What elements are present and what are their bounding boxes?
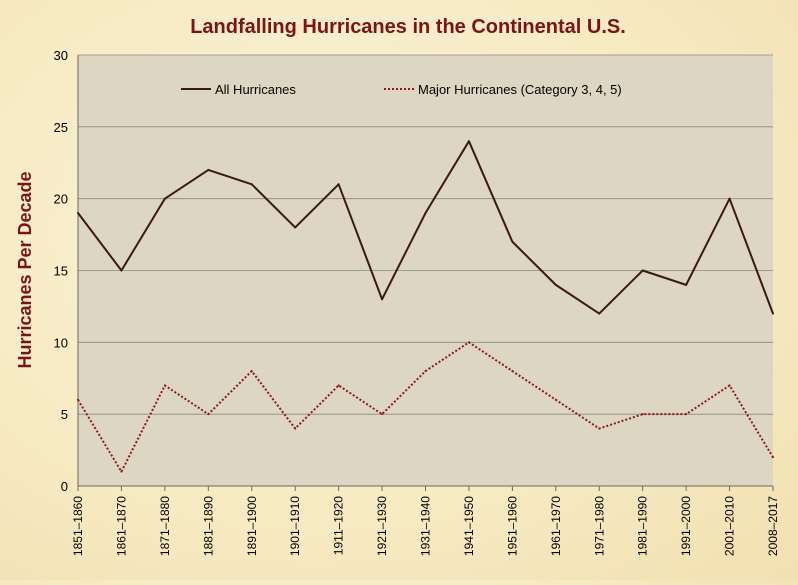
x-tick-label: 1951–1960 <box>505 496 519 556</box>
y-tick-label: 30 <box>54 48 68 63</box>
x-tick-label: 1991–2000 <box>679 496 693 556</box>
data-point-major <box>511 370 514 373</box>
x-tick-label: 1971–1980 <box>592 496 606 556</box>
x-tick-label: 1851–1860 <box>71 496 85 556</box>
data-point-all <box>685 283 688 286</box>
data-point-all <box>467 140 470 143</box>
x-tick-label: 1891–1900 <box>245 496 259 556</box>
data-point-all <box>250 183 253 186</box>
data-point-all <box>772 312 774 315</box>
y-tick-label: 25 <box>54 120 68 135</box>
data-point-major <box>337 384 340 387</box>
legend-major-hurricanes-label: Major Hurricanes (Category 3, 4, 5) <box>418 82 622 97</box>
x-tick-label: 1901–1910 <box>288 496 302 556</box>
data-point-all <box>554 283 557 286</box>
data-point-all <box>381 298 384 301</box>
x-tick-label: 1861–1870 <box>114 496 128 556</box>
data-point-all <box>120 269 123 272</box>
data-point-all <box>598 312 601 315</box>
data-point-major <box>554 398 557 401</box>
data-point-all <box>511 240 514 243</box>
data-point-major <box>772 456 774 459</box>
data-point-major <box>294 427 297 430</box>
data-point-major <box>250 370 253 373</box>
data-point-major <box>467 341 470 344</box>
data-point-all <box>728 197 731 200</box>
data-point-all <box>207 168 210 171</box>
data-point-all <box>641 269 644 272</box>
plot-area: 0 5 10 15 20 25 30 1851–1860 1861–1870 1871–1880 1… <box>54 48 780 556</box>
y-tick-label: 20 <box>54 192 68 207</box>
data-point-all <box>77 212 79 215</box>
data-point-major <box>381 413 384 416</box>
data-point-all <box>294 226 297 229</box>
x-tick-label: 1941–1950 <box>462 496 476 556</box>
y-tick-label: 5 <box>61 407 68 422</box>
data-point-major <box>207 413 210 416</box>
y-tick-label: 10 <box>54 335 68 350</box>
y-tick-label: 0 <box>61 479 68 494</box>
x-tick-label: 1911–1920 <box>332 496 346 556</box>
data-point-all <box>337 183 340 186</box>
data-point-major <box>77 398 79 401</box>
data-point-major <box>685 413 688 416</box>
x-tick-label: 1871–1880 <box>158 496 172 556</box>
x-tick-label: 2008–2017 <box>766 496 780 556</box>
chart-title: Landfalling Hurricanes in the Continenta… <box>190 16 626 38</box>
data-point-major <box>598 427 601 430</box>
y-tick-label: 15 <box>54 264 68 279</box>
data-point-major <box>424 370 427 373</box>
data-point-major <box>163 384 166 387</box>
legend-all-hurricanes-label: All Hurricanes <box>215 82 296 97</box>
data-point-all <box>424 212 427 215</box>
x-tick-label: 1921–1930 <box>375 496 389 556</box>
data-point-all <box>163 197 166 200</box>
x-tick-label: 2001–2010 <box>723 496 737 556</box>
x-tick-label: 1881–1890 <box>201 496 215 556</box>
data-point-major <box>641 413 644 416</box>
data-point-major <box>120 470 123 473</box>
data-point-major <box>728 384 731 387</box>
x-tick-label: 1981–1990 <box>636 496 650 556</box>
y-axis-label: Hurricanes Per Decade <box>15 171 35 368</box>
x-tick-label: 1961–1970 <box>549 496 563 556</box>
x-tick-label: 1931–1940 <box>419 496 433 556</box>
